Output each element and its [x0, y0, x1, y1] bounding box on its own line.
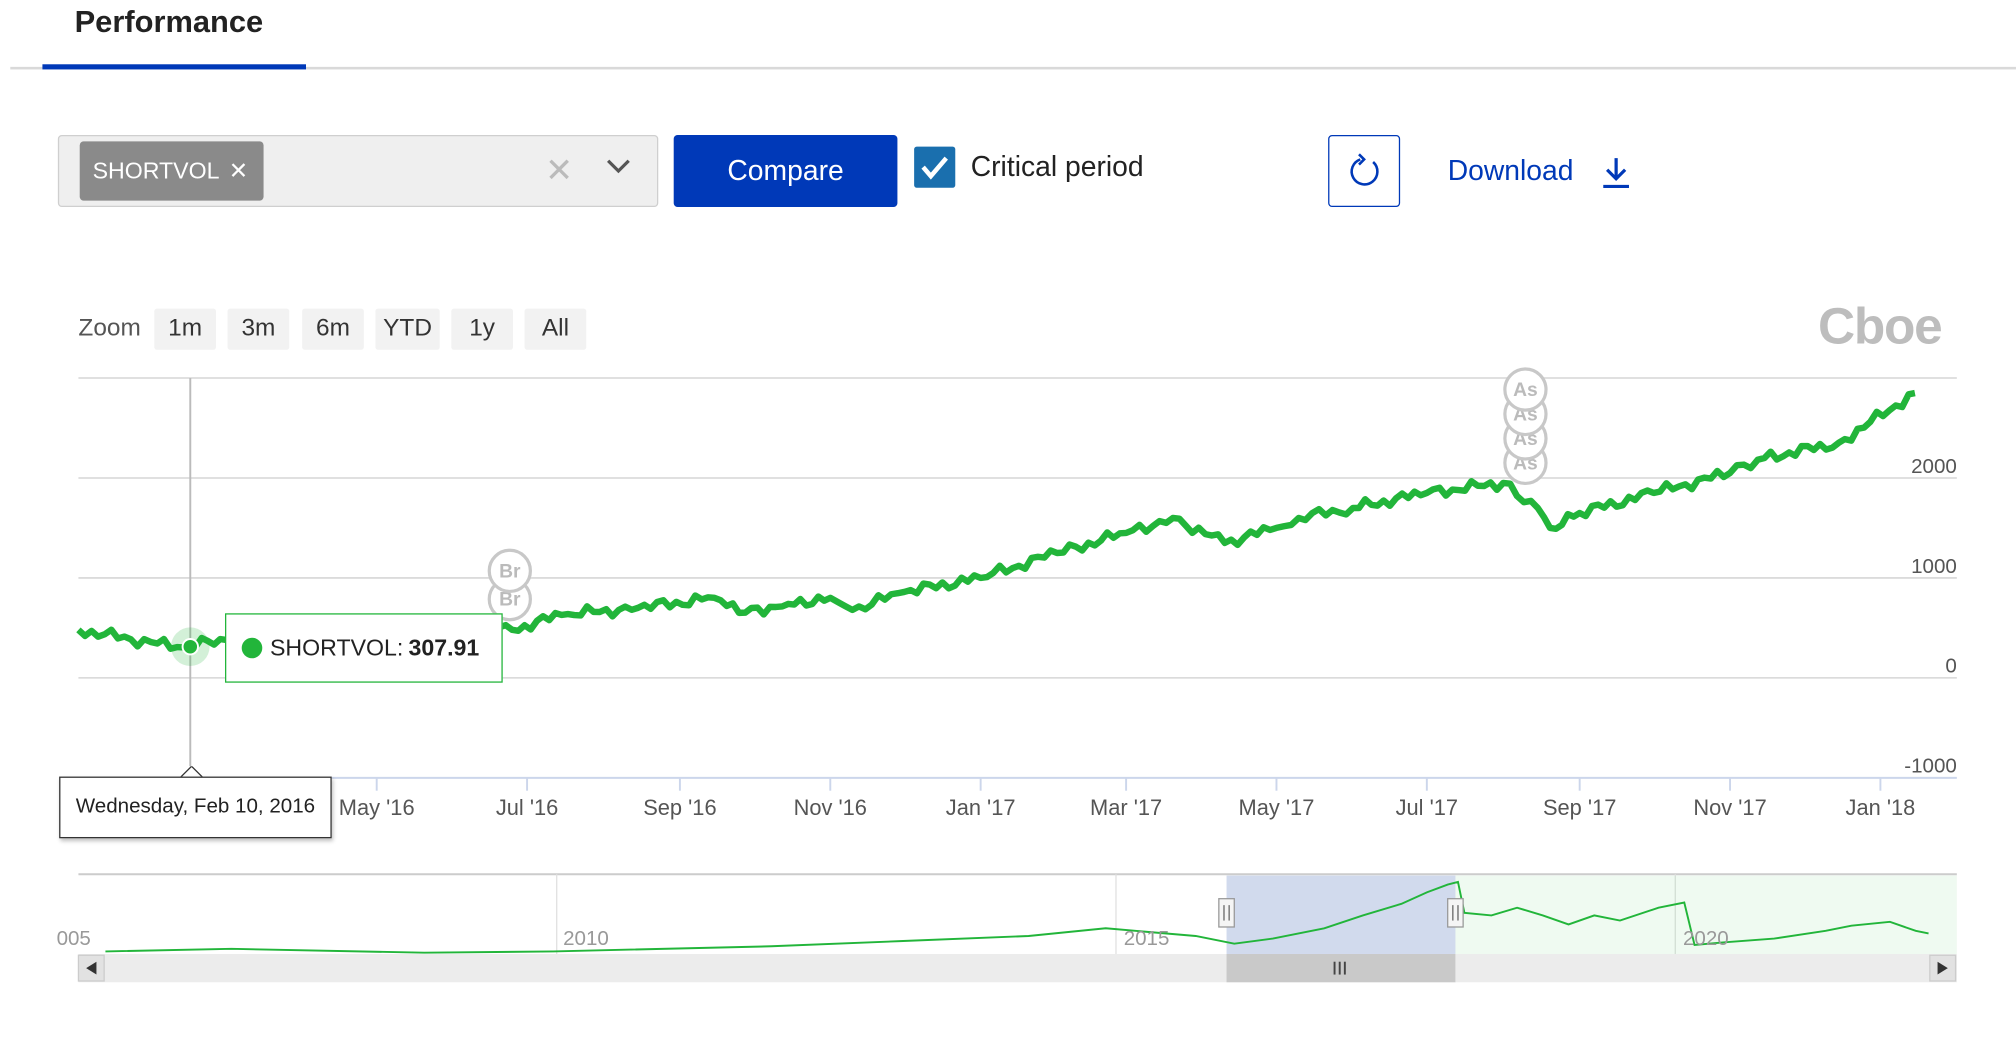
symbol-chip-label: SHORTVOL — [92, 157, 220, 184]
event-flag-label: Br — [499, 561, 521, 582]
y-tick-label: -1000 — [1904, 755, 1957, 778]
navigator-handle-left[interactable] — [1218, 898, 1235, 928]
navigator-labels: 005 2010 2015 2020 — [57, 927, 1729, 950]
performance-chart[interactable]: 2000 1000 0 -1000 May '16 Jul '16 Sep '16 Nov … — [0, 0, 2016, 1016]
navigator-series-line — [105, 880, 1929, 954]
x-tick-label: Sep '16 — [643, 795, 716, 820]
shortvol-series-line — [76, 389, 1916, 652]
x-tick-label: May '17 — [1239, 795, 1315, 820]
remove-chip-icon[interactable]: ✕ — [228, 157, 249, 184]
compare-button[interactable]: Compare — [673, 134, 898, 207]
zoom-label: Zoom — [78, 314, 141, 342]
hover-point — [181, 638, 199, 656]
navigator-handle-right[interactable] — [1447, 898, 1464, 928]
critical-period-checkbox[interactable] — [914, 146, 956, 188]
y-tick-label: 0 — [1945, 655, 1956, 678]
chart-grid — [78, 377, 1957, 779]
x-tick-label: May '16 — [339, 795, 415, 820]
x-axis-labels: May '16 Jul '16 Sep '16 Nov '16 Jan '17 Mar '… — [339, 777, 1916, 820]
x-tick-label: Nov '16 — [794, 795, 867, 820]
series-dot-icon — [241, 637, 263, 659]
x-tick-label: Mar '17 — [1090, 795, 1162, 820]
symbol-chip[interactable]: SHORTVOL ✕ — [79, 141, 264, 201]
chevron-down-icon[interactable] — [604, 152, 632, 180]
navigator-year-label: 005 — [57, 927, 91, 950]
download-icon[interactable] — [1599, 153, 1632, 192]
x-tick-label: Nov '17 — [1693, 795, 1766, 820]
arrow-left-icon — [86, 961, 97, 975]
event-flag-marker[interactable] — [1503, 367, 1548, 412]
zoom-6m-button[interactable]: 6m — [302, 308, 364, 350]
page-title[interactable]: Performance — [74, 5, 264, 40]
y-axis-labels: 2000 1000 0 -1000 — [1904, 455, 1957, 778]
scrollbar-thumb[interactable] — [1226, 953, 1456, 983]
data-tooltip: SHORTVOL: 307.91 — [224, 613, 503, 683]
checkmark-icon — [921, 156, 948, 180]
zoom-all-button[interactable]: All — [524, 308, 587, 350]
clear-selection-icon[interactable]: ✕ — [545, 150, 574, 189]
event-flag-marker[interactable] — [487, 548, 532, 594]
zoom-ytd-button[interactable]: YTD — [375, 308, 440, 350]
arrow-right-icon — [1937, 961, 1948, 975]
tooltip-value: 307.91 — [408, 634, 480, 661]
download-link[interactable]: Download — [1447, 154, 1574, 187]
active-tab-indicator — [42, 64, 306, 70]
cboe-logo: Cboe — [1817, 298, 1943, 355]
zoom-3m-button[interactable]: 3m — [227, 308, 290, 350]
x-tick-label: Jul '16 — [496, 795, 558, 820]
y-tick-label: 1000 — [1911, 555, 1957, 578]
navigator-year-label: 2020 — [1683, 927, 1729, 950]
event-flag-label: As — [1513, 380, 1538, 401]
tooltip-series: SHORTVOL — [269, 634, 397, 661]
refresh-icon — [1350, 153, 1379, 186]
scrollbar-track[interactable] — [78, 953, 1957, 983]
zoom-1m-button[interactable]: 1m — [154, 308, 216, 350]
tab-divider — [10, 66, 2016, 70]
navigator-year-label: 2015 — [1124, 927, 1170, 950]
event-flag-label: Br — [499, 590, 521, 611]
navigator-selection[interactable] — [1226, 875, 1456, 954]
x-tick-label: Sep '17 — [1543, 795, 1616, 820]
refresh-button[interactable] — [1328, 134, 1401, 207]
navigator: 005 2010 2015 2020 — [57, 873, 1957, 983]
crosshair-date-label: Wednesday, Feb 10, 2016 — [59, 776, 332, 839]
x-tick-label: Jan '18 — [1846, 795, 1916, 820]
x-tick-label: Jul '17 — [1396, 795, 1458, 820]
zoom-1y-button[interactable]: 1y — [451, 308, 513, 350]
y-tick-label: 2000 — [1911, 455, 1957, 478]
x-tick-label: Jan '17 — [946, 795, 1016, 820]
critical-period-label: Critical period — [970, 150, 1144, 183]
navigator-year-label: 2010 — [563, 927, 609, 950]
